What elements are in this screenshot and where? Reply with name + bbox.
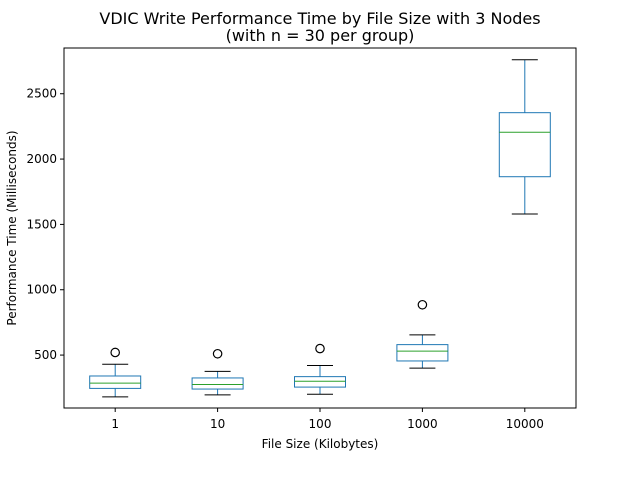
box-iqr <box>191 377 244 390</box>
y-tick-label: 1000 <box>26 283 57 297</box>
outlier-point <box>315 343 325 354</box>
outlier-point <box>110 347 120 358</box>
x-axis-label: File Size (Kilobytes) <box>262 437 379 451</box>
x-tick-label: 1 <box>111 417 119 431</box>
outlier-point <box>212 348 223 359</box>
box-iqr <box>498 112 551 178</box>
chart-title: VDIC Write Performance Time by File Size… <box>99 9 540 28</box>
y-tick-label: 2500 <box>26 87 57 101</box>
box-iqr <box>294 376 346 388</box>
box-iqr <box>89 375 142 389</box>
outlier-point <box>417 299 428 310</box>
plot-area: 500 1000 1500 2000 2500 1 10 100 1000 10000 <box>26 59 551 431</box>
box-iqr <box>396 344 449 362</box>
y-axis-label: Performance Time (Milliseconds) <box>5 130 19 325</box>
x-tick-label: 1000 <box>407 417 438 431</box>
chart-subtitle: (with n = 30 per group) <box>226 26 415 45</box>
y-tick-label: 2000 <box>26 152 57 166</box>
plot-frame <box>63 47 577 409</box>
y-tick-label: 1500 <box>26 217 57 231</box>
y-tick-label: 500 <box>34 348 57 362</box>
x-tick-label: 10 <box>210 417 225 431</box>
x-tick-label: 10000 <box>506 417 544 431</box>
x-tick-label: 100 <box>309 417 332 431</box>
